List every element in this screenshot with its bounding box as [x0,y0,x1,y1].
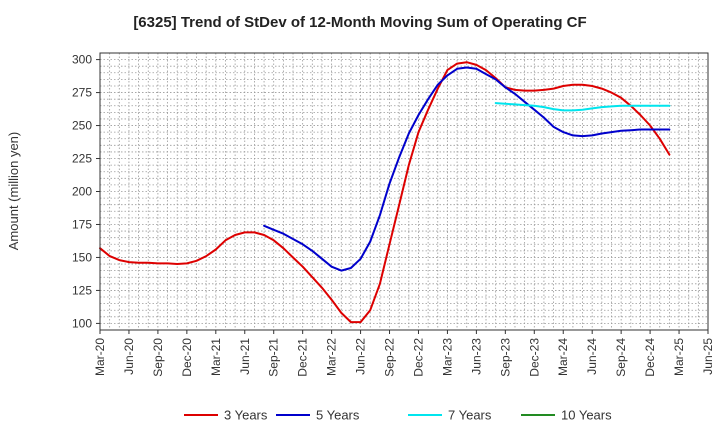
x-tick-label: Mar-21 [209,338,223,376]
y-tick-label: 225 [72,152,92,166]
chart-title: [6325] Trend of StDev of 12-Month Moving… [133,14,587,31]
y-axis-ticks: 100 125 150 175 200 225 250 275 300 [72,53,100,330]
x-tick-label: Jun-22 [354,338,368,375]
series-line-5-years [263,66,671,272]
y-tick-label: 175 [72,217,92,231]
legend: 3 Years 5 Years 7 Years 10 Years [184,408,612,423]
x-tick-label: Jun-25 [701,338,715,375]
x-tick-label: Jun-24 [585,338,599,375]
x-tick-label: Mar-24 [556,338,570,376]
series-line-3-years [99,61,671,324]
y-axis-label: Amount (million yen) [6,132,21,251]
series-line-7-years [494,102,671,112]
x-tick-label: Sep-22 [383,338,397,377]
x-tick-label: Jun-21 [238,338,252,375]
legend-label: 10 Years [561,408,612,423]
y-tick-label: 100 [72,316,92,330]
x-tick-label: Jun-23 [469,338,483,375]
x-tick-label: Jun-20 [122,338,136,375]
x-tick-label: Sep-23 [498,338,512,377]
x-tick-label: Mar-20 [93,338,107,376]
x-tick-label: Sep-24 [614,338,628,377]
legend-label: 5 Years [316,408,360,423]
y-tick-label: 125 [72,283,92,297]
x-tick-label: Sep-21 [267,338,281,377]
x-tick-label: Dec-22 [411,338,425,377]
plot-area [100,53,708,330]
grid-layer [99,53,709,330]
legend-label: 7 Years [448,408,492,423]
x-tick-label: Mar-23 [440,338,454,376]
x-tick-label: Mar-25 [672,338,686,376]
y-tick-label: 275 [72,86,92,100]
x-tick-label: Sep-20 [151,338,165,377]
x-tick-label: Dec-23 [527,338,541,377]
x-tick-label: Dec-24 [643,338,657,377]
x-tick-label: Dec-20 [180,338,194,377]
y-tick-label: 300 [72,53,92,67]
y-tick-label: 200 [72,185,92,199]
y-tick-label: 250 [72,119,92,133]
y-tick-label: 150 [72,250,92,264]
legend-label: 3 Years [224,408,268,423]
x-tick-label: Dec-21 [296,338,310,377]
x-axis-ticks: Mar-20 Jun-20 Sep-20 Dec-20 Mar-21 Jun-21 Sep-… [93,330,715,377]
series-layer [99,61,671,324]
x-tick-label: Mar-22 [325,338,339,376]
